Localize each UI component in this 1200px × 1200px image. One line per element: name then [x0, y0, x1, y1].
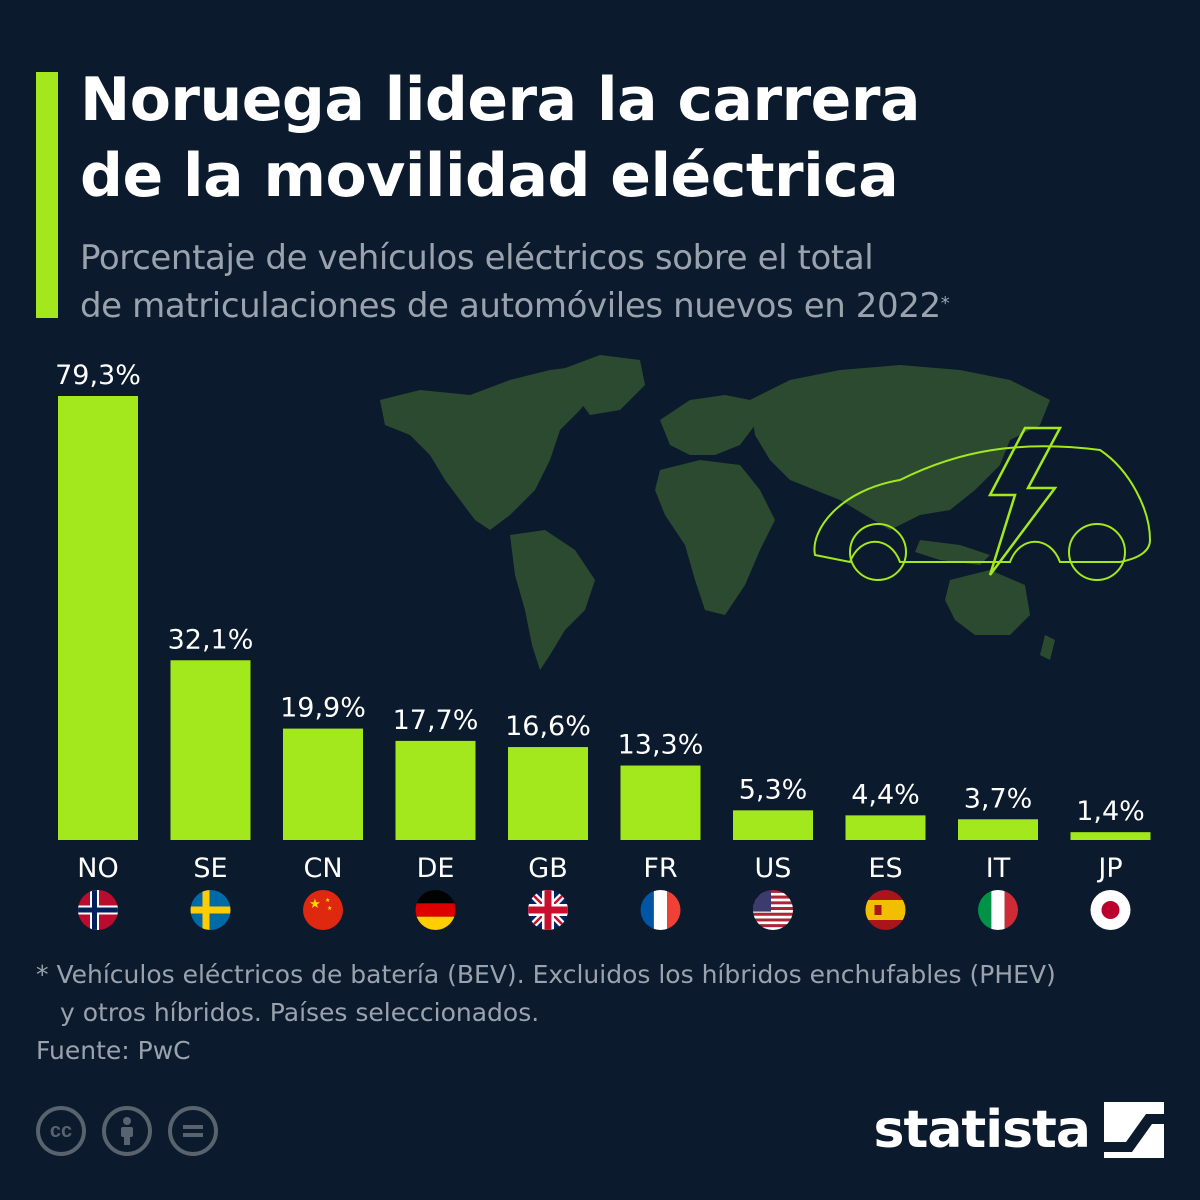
bar-de [395, 740, 476, 840]
value-label: 17,7% [393, 705, 479, 736]
italy-flag-icon [978, 890, 1018, 930]
cc-icon[interactable]: cc [36, 1106, 86, 1156]
germany-flag-icon [415, 890, 456, 930]
accent-bar [36, 72, 58, 318]
spain-flag-icon [865, 890, 906, 930]
no-derivatives-icon[interactable] [168, 1106, 218, 1156]
category-label: DE [417, 853, 455, 884]
uk-flag-icon [528, 890, 568, 930]
footnote-line-2: y otros híbridos. Países seleccionados. [60, 998, 540, 1027]
value-label: 16,6% [505, 711, 591, 742]
value-label: 32,1% [168, 624, 254, 655]
category-label: FR [643, 853, 677, 884]
category-label: ES [868, 853, 902, 884]
brand-name: statista [873, 1100, 1091, 1160]
title-line-2: de la movilidad eléctrica [80, 141, 899, 211]
subtitle-line-2-text: de matriculaciones de automóviles nuevos… [80, 286, 941, 326]
category-label: NO [77, 853, 118, 884]
svg-text:★: ★ [309, 896, 321, 911]
world-map-illustration [380, 355, 1152, 670]
sweden-flag-icon [190, 890, 231, 930]
svg-text:★: ★ [327, 905, 332, 912]
value-label: 1,4% [1076, 796, 1145, 827]
bar-no [58, 396, 138, 840]
svg-text:★: ★ [325, 897, 330, 904]
subtitle-line-1: Porcentaje de vehículos eléctricos sobre… [80, 238, 874, 278]
china-flag-icon: ★ ★★ [303, 890, 343, 930]
statista-logo[interactable]: statista [874, 1100, 1164, 1160]
japan-flag-icon [1090, 890, 1131, 930]
value-label: 3,7% [964, 783, 1033, 814]
footnote-line-1: * Vehículos eléctricos de batería (BEV).… [36, 960, 1056, 989]
value-label: 19,9% [280, 693, 366, 724]
bar-it [958, 819, 1038, 840]
bar-chart: 79,3% NO 32,1% SE 19,9% CN 17,7% DE 16,6% GB 13,3%… [55, 360, 1151, 930]
bar-gb [508, 747, 588, 840]
value-label: 13,3% [618, 730, 704, 761]
category-label: SE [193, 853, 227, 884]
subtitle: Porcentaje de vehículos eléctricos sobre… [80, 234, 1140, 330]
usa-flag-icon [753, 890, 793, 930]
attribution-icon[interactable] [102, 1106, 152, 1156]
bar-es [845, 815, 926, 840]
bar-cn [283, 728, 363, 840]
license-icons: cc [36, 1106, 218, 1156]
category-label: US [755, 853, 792, 884]
bar-fr [620, 765, 701, 840]
statista-icon [1104, 1102, 1164, 1158]
subtitle-line-2: de matriculaciones de automóviles nuevos… [80, 282, 1140, 330]
category-label: JP [1096, 853, 1122, 884]
category-label: GB [528, 853, 567, 884]
title-line-1: Noruega lidera la carrera [80, 65, 920, 135]
bar-se [170, 660, 251, 840]
subtitle-footnote-marker: * [940, 293, 950, 314]
value-label: 5,3% [739, 774, 808, 805]
world-map-icon [380, 355, 1055, 670]
page-title: Noruega lidera la carrera de la movilida… [80, 62, 1140, 214]
value-label: 4,4% [851, 779, 920, 810]
category-label: IT [986, 853, 1011, 884]
norway-flag-icon [78, 890, 118, 930]
bar-jp [1070, 832, 1151, 840]
footnote: * Vehículos eléctricos de batería (BEV).… [36, 956, 1056, 1032]
source-text: Fuente: PwC [36, 1036, 191, 1065]
france-flag-icon [640, 890, 681, 930]
bar-us [733, 810, 813, 840]
category-label: CN [303, 853, 342, 884]
electric-car-icon [813, 426, 1152, 581]
value-label: 79,3% [55, 360, 141, 391]
